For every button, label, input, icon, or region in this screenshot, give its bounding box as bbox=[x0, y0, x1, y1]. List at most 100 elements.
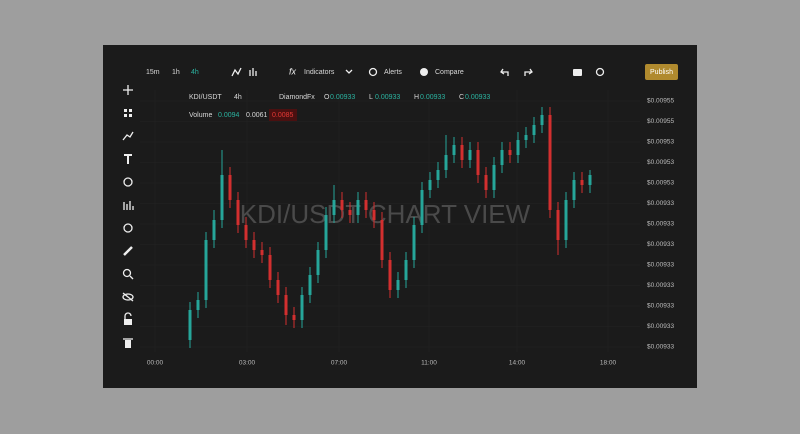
candle-body bbox=[540, 115, 544, 125]
time-label: 11:00 bbox=[421, 360, 437, 367]
interval-button[interactable]: 15m bbox=[146, 69, 160, 76]
candle-body bbox=[532, 125, 536, 135]
candle-body bbox=[396, 280, 400, 290]
candle-body bbox=[436, 170, 440, 180]
ohlc-key: C bbox=[459, 94, 464, 101]
indicators-icon[interactable]: fx bbox=[289, 66, 297, 76]
candle-body bbox=[572, 180, 576, 200]
candle-body bbox=[492, 165, 496, 190]
alerts-button[interactable]: Alerts bbox=[384, 69, 402, 76]
volume-value: 0.0061 bbox=[246, 112, 268, 119]
candle-body bbox=[460, 145, 464, 160]
emoji-tool[interactable] bbox=[123, 223, 133, 233]
candle-body bbox=[444, 155, 448, 170]
ohlc-legend: O 0.00933 L 0.00933 H 0.00933 C 0.00933 bbox=[324, 94, 490, 101]
left-toolbar bbox=[122, 85, 134, 348]
volume-badge bbox=[269, 109, 297, 121]
candle-body bbox=[516, 140, 520, 155]
trend-tool[interactable] bbox=[122, 131, 134, 141]
price-label: $0.00953 bbox=[647, 159, 674, 166]
candle-body bbox=[220, 175, 224, 220]
candle-body bbox=[452, 145, 456, 155]
candle-body bbox=[356, 200, 360, 215]
text-tool[interactable] bbox=[124, 154, 132, 164]
ohlc-value: 0.00933 bbox=[465, 94, 490, 101]
ohlc-value: 0.00933 bbox=[330, 94, 355, 101]
prediction-tool[interactable] bbox=[123, 201, 134, 210]
lock-tool[interactable] bbox=[124, 312, 132, 325]
interval-button[interactable]: 4h bbox=[191, 69, 199, 76]
candle-body bbox=[292, 315, 296, 320]
compare-icon[interactable] bbox=[420, 68, 428, 76]
time-label: 18:00 bbox=[600, 360, 617, 367]
dropdown-icon[interactable] bbox=[345, 69, 353, 74]
candle-body bbox=[500, 150, 504, 165]
price-label: $0.00953 bbox=[647, 180, 674, 187]
candle-body bbox=[380, 220, 384, 260]
candle-body bbox=[212, 220, 216, 240]
ohlc-key: L bbox=[369, 94, 373, 101]
candle-body bbox=[388, 260, 392, 290]
candle-body bbox=[340, 200, 344, 210]
candle-body bbox=[428, 180, 432, 190]
price-label: $0.00933 bbox=[647, 282, 674, 289]
redo-icon[interactable] bbox=[524, 68, 533, 76]
candle-body bbox=[564, 200, 568, 240]
chart-type-icon[interactable] bbox=[231, 67, 242, 77]
interval-button[interactable]: 1h bbox=[172, 69, 180, 76]
candle-body bbox=[420, 190, 424, 225]
candle-body bbox=[260, 250, 264, 255]
candle-body bbox=[196, 300, 200, 310]
price-label: $0.00933 bbox=[647, 262, 674, 269]
time-label: 00:00 bbox=[147, 360, 164, 367]
ohlc-value: 0.00933 bbox=[375, 94, 400, 101]
chart-panel bbox=[103, 45, 697, 388]
candle-body bbox=[556, 210, 560, 240]
candle-body bbox=[236, 200, 240, 225]
indicators-button[interactable]: Indicators bbox=[304, 69, 335, 76]
candle-body bbox=[404, 260, 408, 280]
axes: $0.00955 $0.00955 $0.00953 $0.00953 $0.00953… bbox=[147, 98, 675, 367]
crosshair-tool[interactable] bbox=[123, 85, 133, 95]
bars-icon[interactable] bbox=[249, 68, 257, 76]
shapes-tool[interactable] bbox=[124, 109, 132, 117]
publish-button[interactable]: Publish bbox=[650, 69, 673, 76]
price-label: $0.00933 bbox=[647, 221, 674, 228]
candle-body bbox=[228, 175, 232, 200]
compare-button[interactable]: Compare bbox=[435, 69, 464, 76]
ohlc-value: 0.00933 bbox=[420, 94, 445, 101]
alert-icon[interactable] bbox=[368, 67, 378, 77]
candles bbox=[188, 107, 592, 348]
candle-body bbox=[244, 225, 248, 240]
candle-body bbox=[468, 150, 472, 160]
settings-icon[interactable] bbox=[595, 67, 605, 77]
candle-body bbox=[484, 175, 488, 190]
candle-body bbox=[412, 225, 416, 260]
volume-value: 0.0094 bbox=[218, 112, 240, 119]
delete-tool[interactable] bbox=[123, 338, 133, 348]
candle-body bbox=[508, 150, 512, 155]
time-label: 03:00 bbox=[239, 360, 256, 367]
ruler-tool[interactable] bbox=[123, 246, 133, 256]
pattern-tool[interactable] bbox=[123, 177, 133, 187]
price-label: $0.00933 bbox=[647, 241, 674, 248]
price-label: $0.00955 bbox=[647, 98, 674, 105]
time-label: 07:00 bbox=[331, 360, 348, 367]
candle-body bbox=[300, 295, 304, 320]
hide-tool[interactable] bbox=[122, 292, 134, 302]
zoom-tool[interactable] bbox=[122, 268, 134, 280]
candle-body bbox=[364, 200, 368, 210]
candle-body bbox=[268, 255, 272, 280]
candle-body bbox=[548, 115, 552, 210]
source: DiamondFx bbox=[279, 94, 315, 101]
snapshot-icon[interactable] bbox=[573, 69, 582, 76]
undo-icon[interactable] bbox=[500, 68, 509, 76]
watermark: KDI/USDT CHART VIEW bbox=[240, 199, 531, 229]
publish-button-bg[interactable] bbox=[645, 64, 678, 80]
price-label: $0.00933 bbox=[647, 200, 674, 207]
candle-body bbox=[276, 280, 280, 295]
price-label: $0.00933 bbox=[647, 323, 674, 330]
candle-body bbox=[284, 295, 288, 315]
symbol: KDI/USDT bbox=[189, 94, 222, 101]
